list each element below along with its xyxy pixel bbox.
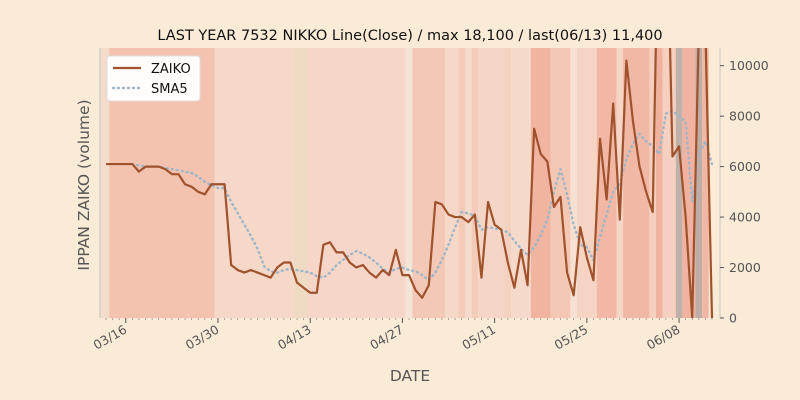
background-band bbox=[596, 48, 617, 318]
y-axis-label: IPPAN ZAIKO (volume) bbox=[75, 99, 93, 270]
background-band bbox=[682, 48, 696, 318]
background-band bbox=[445, 48, 459, 318]
background-band bbox=[576, 48, 597, 318]
series-line-sma5 bbox=[131, 109, 714, 282]
background-band bbox=[471, 48, 479, 318]
y-tick-label: 4000 bbox=[729, 210, 761, 225]
series-layer bbox=[106, 48, 714, 318]
y-tick-label: 10000 bbox=[729, 58, 769, 73]
background-band bbox=[293, 48, 307, 318]
chart-title: LAST YEAR 7532 NIKKO Line(Close) / max 1… bbox=[157, 28, 662, 44]
y-tick-label: 8000 bbox=[729, 109, 761, 124]
legend: ZAIKO SMA5 bbox=[106, 55, 201, 102]
legend-label-sma5: SMA5 bbox=[151, 82, 188, 97]
background-band bbox=[623, 48, 650, 318]
background-band bbox=[504, 48, 512, 318]
background-band bbox=[405, 48, 413, 318]
background-band bbox=[464, 48, 472, 318]
background-band bbox=[100, 48, 110, 318]
background-band bbox=[656, 48, 663, 318]
background-band bbox=[214, 48, 294, 318]
background-band bbox=[702, 48, 709, 318]
background-band bbox=[662, 48, 676, 318]
background-band bbox=[530, 48, 551, 318]
background-band bbox=[695, 48, 703, 318]
y-tick-label: 0 bbox=[729, 311, 737, 326]
background-band bbox=[511, 48, 531, 318]
y-tick-label: 6000 bbox=[729, 159, 761, 174]
x-axis-label: DATE bbox=[390, 367, 430, 385]
y-tick-label: 2000 bbox=[729, 260, 761, 275]
background-band bbox=[675, 48, 683, 318]
legend-label-zaiko: ZAIKO bbox=[151, 62, 191, 77]
background-band bbox=[570, 48, 577, 318]
series-line-zaiko bbox=[106, 48, 714, 318]
background-band bbox=[458, 48, 465, 318]
